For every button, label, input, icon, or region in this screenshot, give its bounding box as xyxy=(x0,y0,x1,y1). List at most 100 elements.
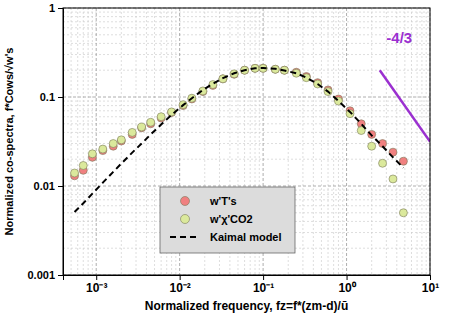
x-tick-mark xyxy=(430,275,431,280)
grid-line xyxy=(63,97,430,98)
data-point xyxy=(157,113,165,121)
x-tick-mark xyxy=(180,275,181,280)
data-point xyxy=(379,159,387,167)
y-tick-label: 1 xyxy=(49,2,55,14)
data-point xyxy=(389,175,397,183)
data-point xyxy=(138,124,146,132)
minor-grid-line xyxy=(417,8,418,275)
legend-swatch xyxy=(181,215,190,224)
data-point xyxy=(99,145,107,153)
x-tick: 10⁻¹ xyxy=(253,275,274,295)
minor-grid-line xyxy=(92,8,93,275)
series-points xyxy=(71,64,408,180)
minor-grid-line xyxy=(411,8,412,275)
y-axis-line xyxy=(58,9,64,276)
minor-grid-line xyxy=(63,123,430,124)
minor-grid-line xyxy=(63,34,430,35)
data-point xyxy=(71,169,79,177)
y-tick-label: 0.01 xyxy=(34,180,55,192)
legend-swatch xyxy=(170,236,200,238)
minor-grid-line xyxy=(63,116,430,117)
data-point xyxy=(109,140,117,148)
data-point xyxy=(368,142,376,150)
minor-grid-line xyxy=(342,8,343,275)
x-axis-title: Normalized frequency, fz=f*(zm-d)/ū xyxy=(145,299,348,313)
minor-grid-line xyxy=(338,8,339,275)
chart-svg: 10⁻³ 10⁻² 10⁻¹ 10⁰ 10¹ 0.001 0.01 0.1 1 Normalize… xyxy=(0,0,466,314)
x-tick: 10⁰ xyxy=(338,275,356,295)
data-point xyxy=(128,128,136,136)
grid xyxy=(63,8,430,275)
y-tick-mark xyxy=(58,186,63,187)
x-tick-mark xyxy=(263,275,264,280)
minor-grid-line xyxy=(63,110,430,111)
minor-grid-line xyxy=(63,43,430,44)
grid-line xyxy=(96,8,97,275)
annotation: -4/3 xyxy=(386,29,412,46)
minor-grid-line xyxy=(421,8,422,275)
y-axis: 0.001 0.01 0.1 1 xyxy=(27,2,63,281)
minor-grid-line xyxy=(371,8,372,275)
y-tick-mark xyxy=(58,97,63,98)
minor-grid-line xyxy=(146,8,147,275)
legend-label: w'T's xyxy=(209,195,237,207)
minor-grid-line xyxy=(88,8,89,275)
data-point xyxy=(117,136,125,144)
minor-grid-line xyxy=(63,12,430,13)
minor-grid-line xyxy=(302,8,303,275)
y-tick-mark xyxy=(58,8,63,9)
data-point xyxy=(399,209,407,217)
minor-grid-line xyxy=(396,8,397,275)
y-axis-title: Normalized co-spectra, f*Cows/√w's xyxy=(3,48,15,236)
data-point xyxy=(88,150,96,158)
plot-frame xyxy=(63,8,430,275)
minor-grid-line xyxy=(63,27,430,28)
data-point xyxy=(138,123,146,131)
minor-grid-line xyxy=(313,8,314,275)
legend-label: w'χ'CO2 xyxy=(209,213,253,225)
y-tick-label: 0.001 xyxy=(27,269,55,281)
x-axis-line xyxy=(64,276,431,281)
minor-grid-line xyxy=(404,8,405,275)
grid-line xyxy=(346,8,347,275)
x-tick: 10⁻³ xyxy=(86,275,107,295)
y-tick: 0.01 xyxy=(34,180,63,192)
minor-grid-line xyxy=(63,105,430,106)
slope-line xyxy=(380,70,430,141)
minor-grid-line xyxy=(333,8,334,275)
legend: w'T's w'χ'CO2 Kaimal model xyxy=(160,187,295,253)
minor-grid-line xyxy=(63,159,430,160)
minor-grid-line xyxy=(63,16,430,17)
minor-grid-line xyxy=(63,21,430,22)
minor-grid-line xyxy=(63,54,430,55)
minor-grid-line xyxy=(154,8,155,275)
x-tick: 10⁻² xyxy=(169,275,190,295)
minor-grid-line xyxy=(71,8,72,275)
minor-grid-line xyxy=(136,8,137,275)
legend-box xyxy=(160,187,295,253)
y-tick: 1 xyxy=(49,2,63,14)
x-tick-label: 10⁻² xyxy=(169,281,190,295)
x-tick-mark xyxy=(347,275,348,280)
x-tick-label: 10⁻¹ xyxy=(253,281,274,295)
data-point xyxy=(79,161,87,169)
data-point xyxy=(147,118,155,126)
legend-swatch xyxy=(181,197,190,206)
y-tick: 0.001 xyxy=(27,269,63,281)
chart-container: 10⁻³ 10⁻² 10⁻¹ 10⁰ 10¹ 0.001 0.01 0.1 1 Normalize… xyxy=(0,0,466,314)
legend-label: Kaimal model xyxy=(210,231,282,243)
grid-line xyxy=(63,186,430,187)
minor-grid-line xyxy=(63,101,430,102)
y-tick-label: 0.1 xyxy=(40,91,55,103)
x-tick-label: 10⁻³ xyxy=(86,281,107,295)
y-tick: 0.1 xyxy=(40,91,63,103)
minor-grid-line xyxy=(328,8,329,275)
minor-grid-line xyxy=(426,8,427,275)
x-axis: 10⁻³ 10⁻² 10⁻¹ 10⁰ 10¹ xyxy=(64,275,440,295)
x-tick: 10¹ xyxy=(422,275,439,295)
minor-grid-line xyxy=(77,8,78,275)
data-point xyxy=(302,74,310,82)
minor-grid-line xyxy=(321,8,322,275)
x-tick-label: 10⁰ xyxy=(338,281,356,295)
y-tick-mark xyxy=(58,275,63,276)
